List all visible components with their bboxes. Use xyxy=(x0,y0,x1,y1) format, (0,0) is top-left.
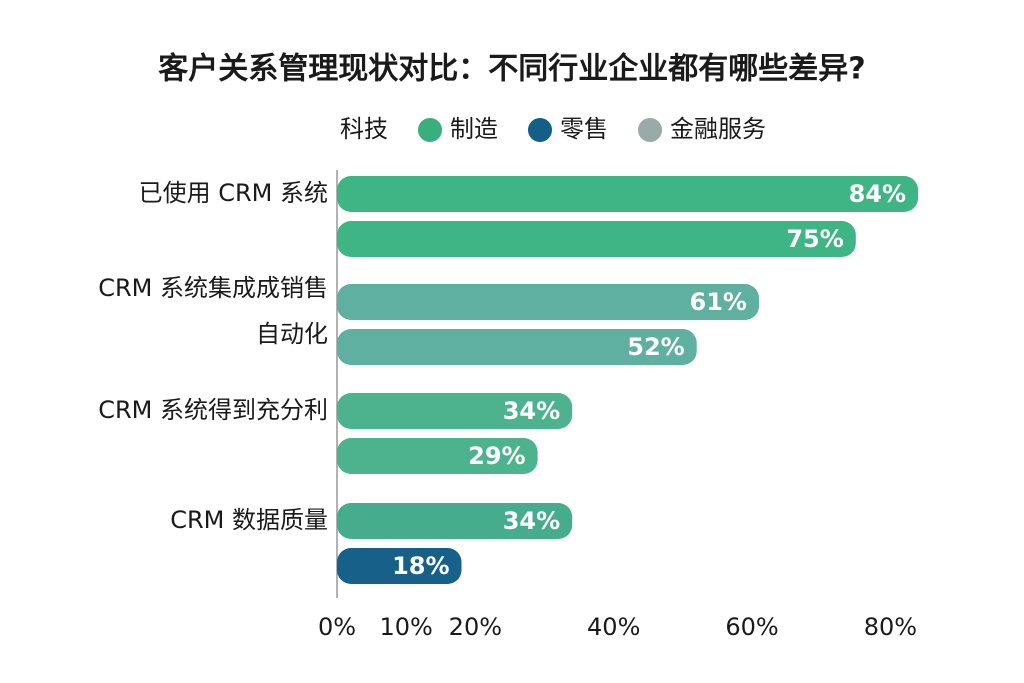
x-tick-label: 80% xyxy=(864,613,917,641)
y-tick-label: 自动化 xyxy=(256,320,328,348)
bar xyxy=(337,393,573,429)
bar xyxy=(337,438,538,474)
legend-label: 零售 xyxy=(560,115,608,143)
value-label: 29% xyxy=(468,442,525,470)
y-tick-label: CRM 数据质量 xyxy=(170,506,328,534)
legend-label: 金融服务 xyxy=(670,115,766,143)
value-label: 75% xyxy=(786,225,843,253)
value-label: 84% xyxy=(849,180,906,208)
y-tick-label: 已使用 CRM 系统 xyxy=(139,179,328,207)
bar xyxy=(337,176,919,212)
bar xyxy=(337,221,856,257)
value-label: 34% xyxy=(503,397,560,425)
bar xyxy=(337,329,697,365)
bar xyxy=(337,503,573,539)
x-tick-label: 0% xyxy=(318,613,356,641)
legend-marker xyxy=(528,118,552,142)
y-tick-label: CRM 系统集成成销售 xyxy=(98,274,328,302)
x-tick-label: 20% xyxy=(449,613,502,641)
legend-label: 制造 xyxy=(450,115,498,143)
x-tick-label: 10% xyxy=(380,613,433,641)
bar xyxy=(337,284,759,320)
value-label: 61% xyxy=(690,288,747,316)
value-label: 34% xyxy=(503,507,560,535)
value-label: 18% xyxy=(392,552,449,580)
x-tick-label: 40% xyxy=(587,613,640,641)
bar xyxy=(337,548,462,584)
value-label: 52% xyxy=(627,333,684,361)
legend-label: 科技 xyxy=(340,115,388,143)
x-tick-label: 60% xyxy=(725,613,778,641)
y-tick-label: CRM 系统得到充分利 xyxy=(98,396,328,424)
legend-marker xyxy=(418,118,442,142)
chart-title: 客户关系管理现状对比：不同行业企业都有哪些差异? xyxy=(158,52,865,87)
legend-marker xyxy=(638,118,662,142)
